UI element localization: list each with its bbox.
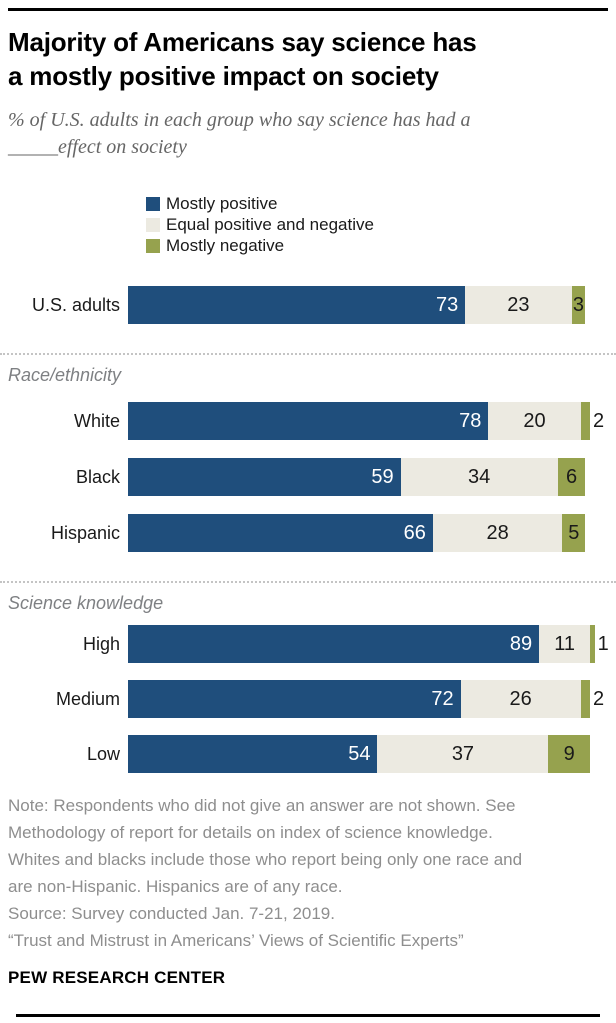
segment-value: 5 <box>568 521 580 544</box>
bar-row: Low 54 37 9 <box>0 735 616 773</box>
row-label: High <box>82 633 120 654</box>
segment-mostly-negative: 9 <box>548 735 590 773</box>
segment-mostly-positive: 59 <box>128 458 401 496</box>
top-rule <box>8 8 608 11</box>
bottom-rule <box>16 1014 600 1017</box>
segment-mostly-negative <box>580 402 590 440</box>
segment-value: 54 <box>348 742 371 765</box>
segment-value-outside: 2 <box>592 687 605 710</box>
segment-mostly-negative: 6 <box>557 458 586 496</box>
segment-mostly-positive: 89 <box>128 625 540 663</box>
legend: Mostly positive Equal positive and negati… <box>146 193 608 256</box>
bar-track: 54 37 9 <box>128 735 590 773</box>
bar-track: 78 20 2 <box>128 402 604 440</box>
segment-value: 59 <box>371 465 394 488</box>
chart-subtitle-line-1: % of U.S. adults in each group who say s… <box>8 109 471 131</box>
bar-row: Medium 72 26 2 <box>0 680 616 718</box>
group-heading: Race/ethnicity <box>8 365 122 385</box>
bar-row: White 78 20 2 <box>0 402 616 440</box>
notes: Note: Respondents who did not give an an… <box>8 792 608 954</box>
segment-mostly-negative: 5 <box>562 514 586 552</box>
segment-value: 9 <box>563 742 575 765</box>
bar-row: Hispanic 66 28 5 <box>0 514 616 552</box>
row-label: Hispanic <box>50 522 120 543</box>
legend-item-label: Mostly negative <box>166 235 285 255</box>
segment-mostly-negative <box>580 680 590 718</box>
legend-item-2: Equal positive and negative <box>146 214 608 235</box>
legend-swatch-icon <box>146 217 160 232</box>
segment-value: 28 <box>486 521 509 544</box>
segment-value: 37 <box>451 742 475 765</box>
segment-value: 23 <box>507 293 530 316</box>
bar-track: 59 34 6 <box>128 458 586 496</box>
segment-mostly-positive: 73 <box>128 286 466 324</box>
segment-value: 89 <box>509 632 533 655</box>
row-label: White <box>73 410 120 431</box>
segment-value: 26 <box>509 687 532 710</box>
segment-equal: 34 <box>400 458 558 496</box>
segment-value-outside: 2 <box>592 409 605 432</box>
notes-line-5: Source: Survey conducted Jan. 7-21, 2019… <box>8 904 335 923</box>
segment-value: 11 <box>554 632 575 655</box>
bar-track: 89 11 1 <box>128 625 609 663</box>
notes-line-2: Methodology of report for details on ind… <box>8 823 493 842</box>
segment-mostly-positive: 78 <box>128 402 489 440</box>
segment-value-outside: 1 <box>597 632 609 655</box>
segment-value: 6 <box>565 465 578 488</box>
group-separator <box>0 581 616 583</box>
notes-line-4: are non-Hispanic. Hispanics are of any r… <box>8 877 343 896</box>
segment-value: 78 <box>459 409 482 432</box>
bar-track: 66 28 5 <box>128 514 586 552</box>
segment-equal: 37 <box>377 735 549 773</box>
legend-swatch-icon <box>146 196 160 211</box>
segment-equal: 11 <box>539 625 590 663</box>
bar-track: 73 23 3 <box>128 286 586 324</box>
segment-mostly-positive: 66 <box>128 514 433 552</box>
notes-line-6: “Trust and Mistrust in Americans’ Views … <box>8 931 464 950</box>
notes-line-1: Note: Respondents who did not give an an… <box>8 796 516 815</box>
chart: U.S. adults 73 23 3 Race/ethnicity White 78 20 2… <box>0 286 616 773</box>
group-separator <box>0 353 616 355</box>
page-title-line-1: Majority of Americans say science has <box>8 27 477 57</box>
segment-mostly-negative: 3 <box>571 286 586 324</box>
segment-value: 66 <box>403 521 426 544</box>
legend-item-3: Mostly negative <box>146 235 608 256</box>
segment-equal: 20 <box>488 402 581 440</box>
row-label: U.S. adults <box>31 294 120 315</box>
segment-value: 20 <box>523 409 546 432</box>
segment-equal: 28 <box>432 514 563 552</box>
group-heading: Science knowledge <box>8 593 164 613</box>
segment-value: 3 <box>572 293 584 316</box>
bar-row: Black 59 34 6 <box>0 458 616 496</box>
segment-value: 73 <box>436 293 459 316</box>
segment-equal: 23 <box>465 286 572 324</box>
brand-label: PEW RESEARCH CENTER <box>8 968 226 987</box>
row-label: Low <box>86 743 120 764</box>
page-title-line-2: a mostly positive impact on society <box>8 61 439 91</box>
bar-row: High 89 11 1 <box>0 625 616 663</box>
legend-swatch-icon <box>146 238 160 253</box>
segment-value: 72 <box>431 687 454 710</box>
row-label: Black <box>75 466 120 487</box>
segment-mostly-negative <box>589 625 595 663</box>
chart-subtitle: % of U.S. adults in each group who say s… <box>8 107 608 161</box>
bar-row: U.S. adults 73 23 3 <box>0 286 616 324</box>
segment-equal: 26 <box>460 680 581 718</box>
page-title: Majority of Americans say science has a m… <box>8 25 608 93</box>
bar-track: 72 26 2 <box>128 680 604 718</box>
legend-item-label: Equal positive and negative <box>166 214 374 234</box>
legend-item-1: Mostly positive <box>146 193 608 214</box>
segment-mostly-positive: 72 <box>128 680 461 718</box>
segment-mostly-positive: 54 <box>128 735 378 773</box>
legend-item-label: Mostly positive <box>166 193 278 213</box>
row-label: Medium <box>55 688 120 709</box>
segment-value: 34 <box>467 465 491 488</box>
chart-subtitle-line-2: _____effect on society <box>8 136 187 158</box>
notes-line-3: Whites and blacks include those who repo… <box>8 850 523 869</box>
